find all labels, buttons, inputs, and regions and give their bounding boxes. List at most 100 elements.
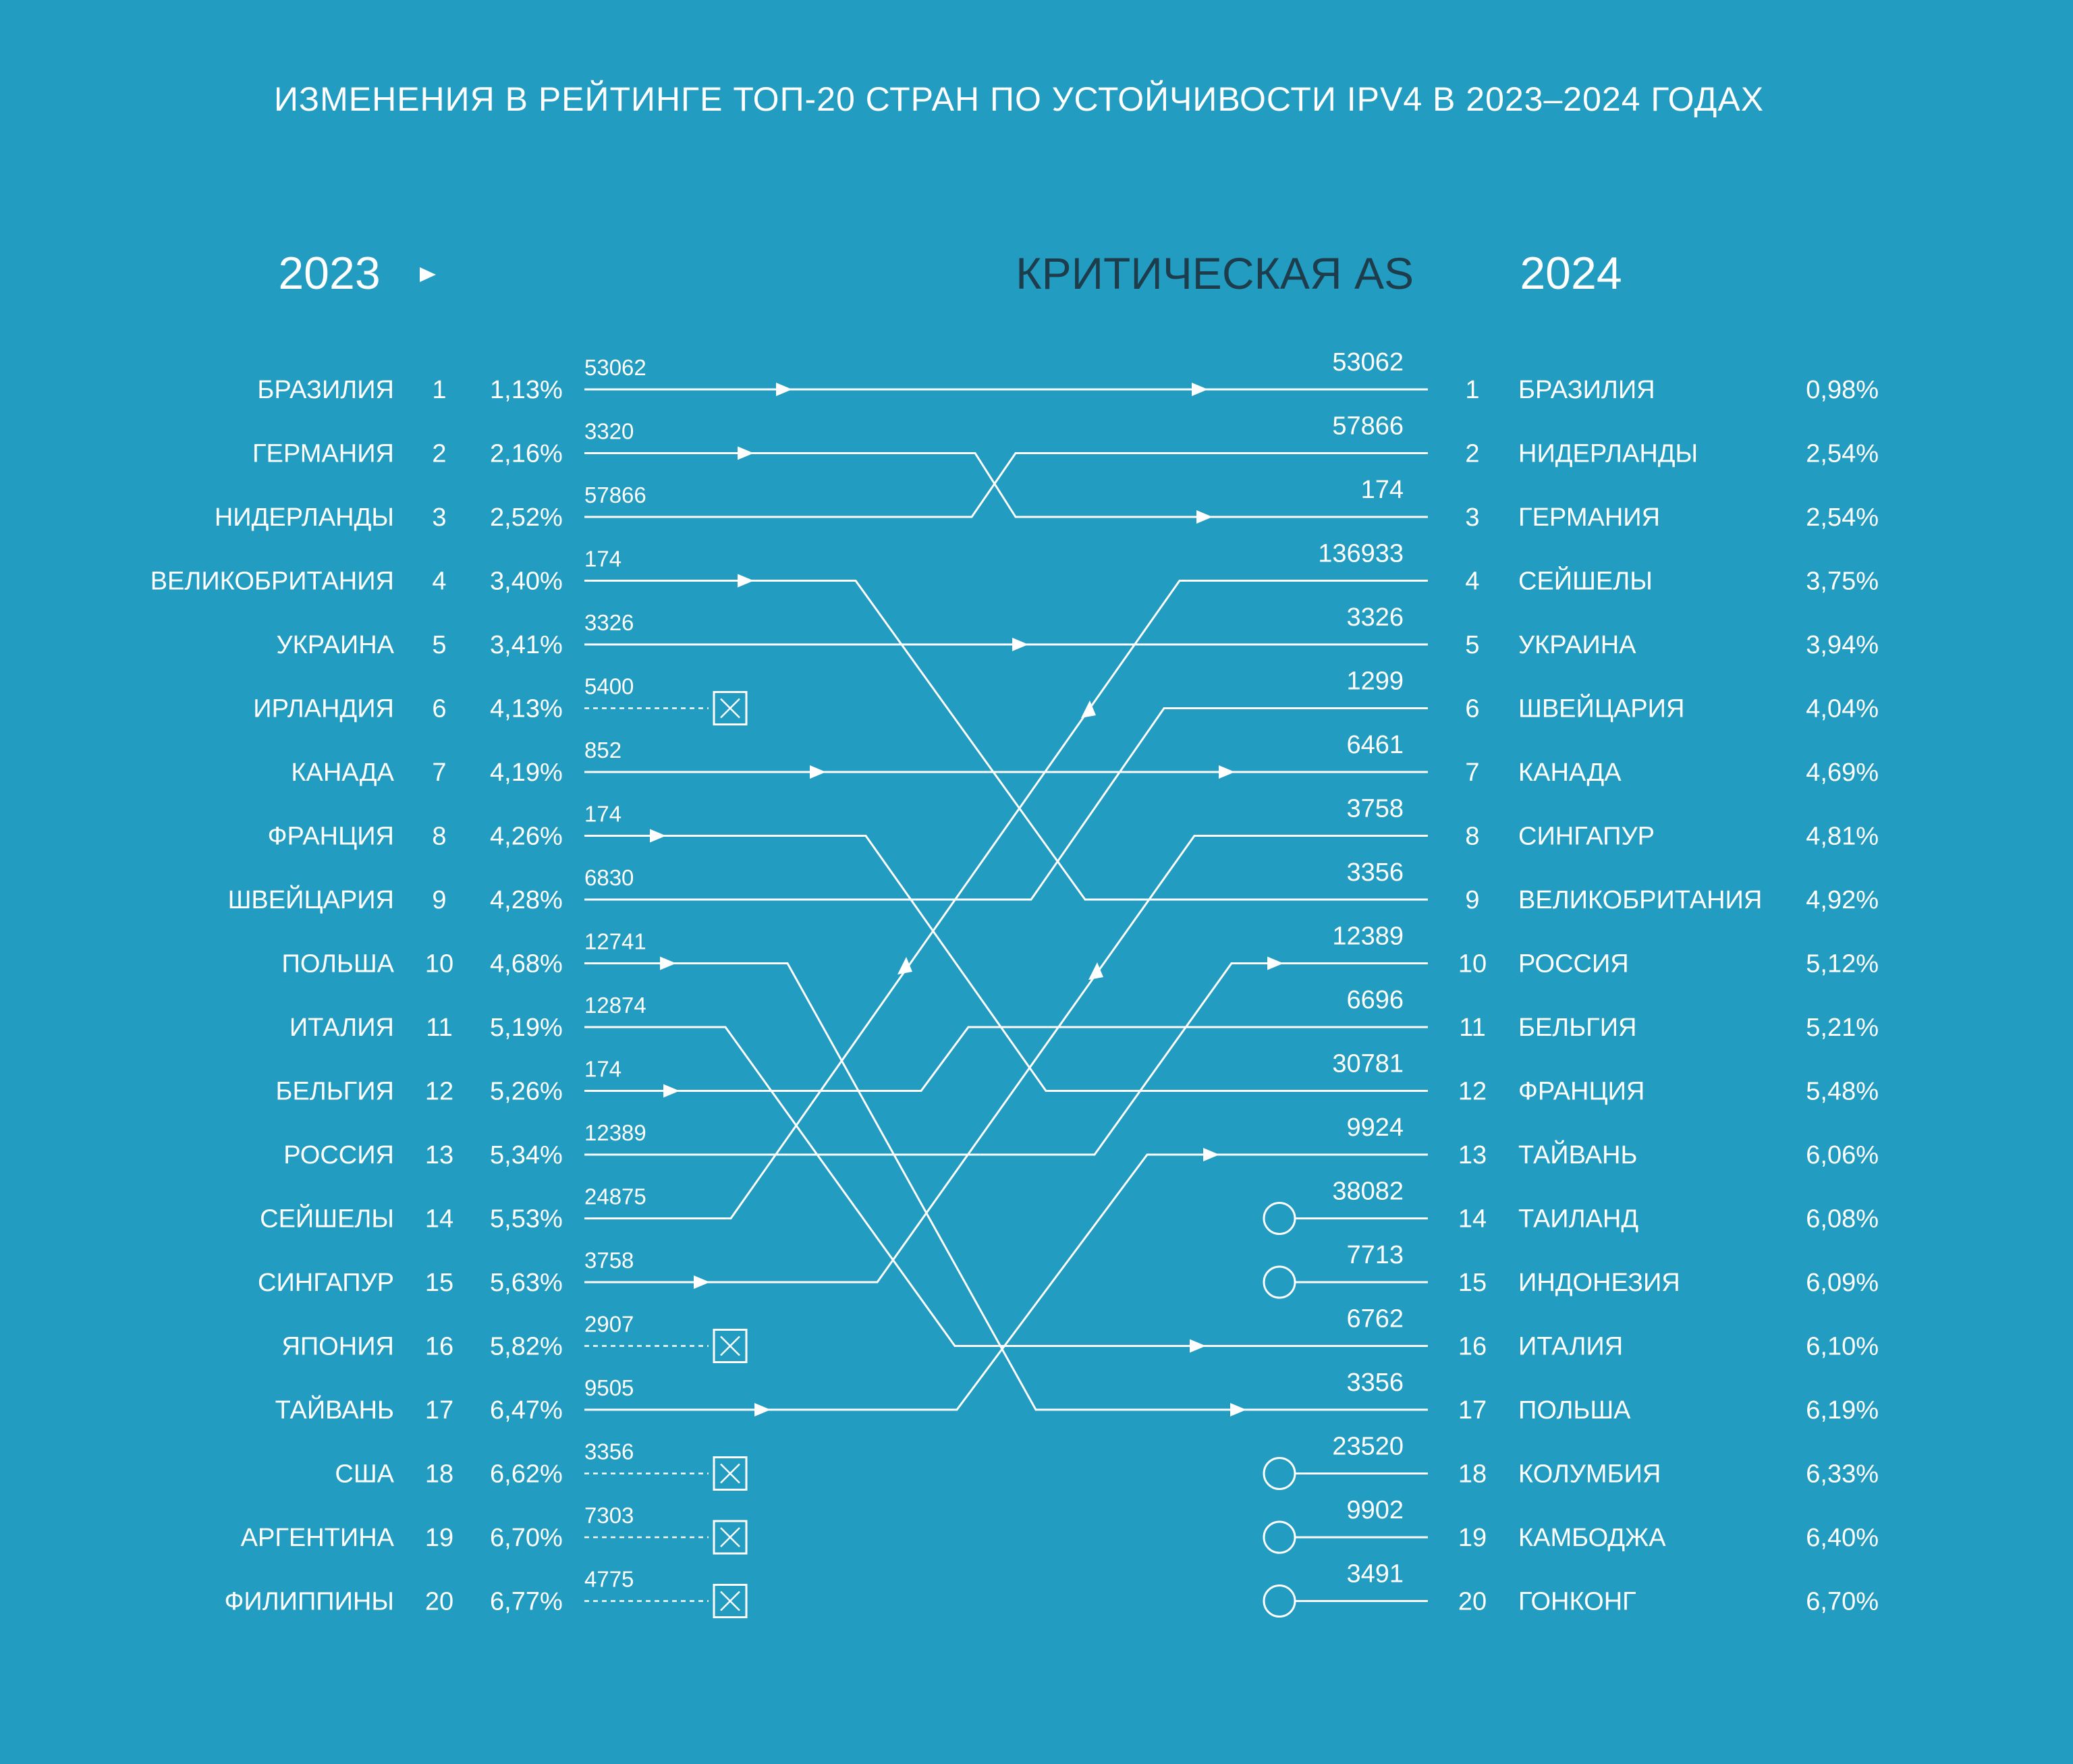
percent-label-2023: 5,19% xyxy=(490,1014,563,1042)
flow-arrow-icon xyxy=(663,1084,680,1098)
flow-arrow-icon xyxy=(1230,1403,1246,1416)
rank-label-2024: 1 xyxy=(1465,376,1479,404)
rank-line xyxy=(584,1026,1428,1092)
as-label-2023: 6830 xyxy=(584,865,634,890)
country-label-2023: СЕЙШЕЛЫ xyxy=(260,1203,394,1234)
as-label-2023: 7303 xyxy=(584,1503,634,1528)
flow-arrow-icon xyxy=(1196,510,1213,524)
percent-label-2023: 5,34% xyxy=(490,1141,563,1169)
country-label-2023: ФРАНЦИЯ xyxy=(268,823,394,851)
as-label-2023: 12874 xyxy=(584,993,646,1018)
rank-line xyxy=(584,580,1428,901)
new-entry-icon xyxy=(1263,1265,1296,1299)
as-label-2024: 6762 xyxy=(1346,1305,1404,1333)
percent-label-2024: 4,81% xyxy=(1806,823,1879,851)
country-label-2024: УКРАИНА xyxy=(1518,631,1636,659)
rank-label-2023: 2 xyxy=(432,440,446,468)
as-label-2023: 2907 xyxy=(584,1312,634,1337)
as-label-2023: 852 xyxy=(584,738,621,763)
as-label-2023: 174 xyxy=(584,547,621,572)
country-label-2023: ИРЛАНДИЯ xyxy=(253,695,394,723)
rank-label-2023: 18 xyxy=(425,1460,453,1489)
country-label-2024: СЕЙШЕЛЫ xyxy=(1518,566,1653,596)
as-label-2023: 5400 xyxy=(584,674,634,699)
country-label-2024: БРАЗИЛИЯ xyxy=(1518,376,1655,404)
as-label-2024: 136933 xyxy=(1318,540,1404,568)
rank-label-2023: 11 xyxy=(426,1014,452,1042)
rank-label-2024: 12 xyxy=(1458,1078,1487,1106)
rank-label-2024: 5 xyxy=(1465,631,1479,659)
as-label-2023: 174 xyxy=(584,802,621,827)
play-arrow-icon xyxy=(420,267,436,282)
rank-line xyxy=(584,452,1428,518)
percent-label-2024: 6,19% xyxy=(1806,1396,1879,1425)
percent-label-2023: 4,13% xyxy=(490,695,563,723)
as-label-2023: 174 xyxy=(584,1057,621,1082)
rank-label-2023: 17 xyxy=(425,1396,453,1425)
percent-label-2024: 4,69% xyxy=(1806,759,1879,787)
rank-label-2023: 8 xyxy=(432,823,446,851)
rank-label-2024: 4 xyxy=(1465,568,1479,596)
rank-label-2023: 10 xyxy=(425,950,453,979)
flow-arrow-icon xyxy=(1219,765,1235,779)
as-label-2024: 1299 xyxy=(1346,667,1404,696)
percent-label-2023: 3,40% xyxy=(490,568,563,596)
up-arrow-icon xyxy=(897,957,912,974)
as-label-2023: 3326 xyxy=(584,610,634,635)
country-label-2024: КАМБОДЖА xyxy=(1518,1524,1666,1552)
flow-arrow-icon xyxy=(1012,638,1028,651)
percent-label-2024: 3,75% xyxy=(1806,568,1879,596)
as-label-2024: 57866 xyxy=(1332,412,1404,441)
percent-label-2024: 6,33% xyxy=(1806,1460,1879,1489)
percent-label-2023: 5,53% xyxy=(490,1205,563,1234)
percent-label-2024: 2,54% xyxy=(1806,440,1879,468)
new-entry-icon xyxy=(1263,1584,1296,1618)
rank-label-2024: 14 xyxy=(1458,1205,1487,1234)
as-label-2024: 6696 xyxy=(1346,986,1404,1014)
new-entry-icon xyxy=(1263,1457,1296,1490)
country-label-2023: ТАЙВАНЬ xyxy=(275,1394,394,1425)
rank-label-2023: 12 xyxy=(425,1078,453,1106)
dropped-out-icon-cross xyxy=(720,1335,740,1356)
percent-label-2023: 5,82% xyxy=(490,1333,563,1361)
flow-arrow-icon xyxy=(738,574,754,588)
percent-label-2024: 5,48% xyxy=(1806,1078,1879,1106)
flow-arrow-icon xyxy=(738,446,754,460)
dropped-out-icon xyxy=(713,1520,748,1555)
as-label-2024: 3356 xyxy=(1346,1369,1404,1397)
as-label-2023: 3758 xyxy=(584,1248,634,1273)
flow-arrow-icon xyxy=(1267,956,1283,970)
country-label-2024: ТАИЛАНД xyxy=(1518,1205,1638,1234)
as-label-2023: 24875 xyxy=(584,1184,646,1209)
country-label-2024: ВЕЛИКОБРИТАНИЯ xyxy=(1518,886,1762,914)
flow-arrow-icon xyxy=(1190,1339,1206,1353)
rank-label-2023: 4 xyxy=(432,568,446,596)
as-label-2024: 3758 xyxy=(1346,795,1404,823)
country-label-2024: БЕЛЬГИЯ xyxy=(1518,1014,1637,1042)
country-label-2024: СИНГАПУР xyxy=(1518,823,1655,851)
rank-label-2024: 20 xyxy=(1458,1588,1487,1616)
country-label-2024: КОЛУМБИЯ xyxy=(1518,1460,1661,1489)
flow-arrow-icon xyxy=(810,765,826,779)
rank-label-2024: 17 xyxy=(1458,1396,1487,1425)
as-label-2024: 9902 xyxy=(1346,1496,1404,1524)
year-2023-header: 2023 xyxy=(278,248,380,299)
country-label-2023: ЯПОНИЯ xyxy=(281,1333,394,1361)
rank-label-2023: 1 xyxy=(432,376,446,404)
percent-label-2024: 4,04% xyxy=(1806,695,1879,723)
country-label-2023: АРГЕНТИНА xyxy=(241,1524,395,1552)
rank-label-2024: 6 xyxy=(1465,695,1479,723)
percent-label-2023: 5,63% xyxy=(490,1269,563,1297)
country-label-2024: ИТАЛИЯ xyxy=(1518,1333,1623,1361)
up-arrow-icon xyxy=(1088,962,1103,980)
country-label-2023: США xyxy=(335,1460,394,1489)
as-label-2024: 6461 xyxy=(1346,731,1404,759)
percent-label-2023: 6,47% xyxy=(490,1396,563,1425)
country-label-2023: БРАЗИЛИЯ xyxy=(257,376,394,404)
flow-arrow-icon xyxy=(650,829,666,843)
rank-label-2024: 16 xyxy=(1458,1333,1487,1361)
as-label-2024: 12389 xyxy=(1332,922,1404,951)
as-label-2024: 174 xyxy=(1361,476,1404,504)
rank-label-2024: 3 xyxy=(1465,503,1479,532)
country-label-2023: ГЕРМАНИЯ xyxy=(252,440,394,468)
